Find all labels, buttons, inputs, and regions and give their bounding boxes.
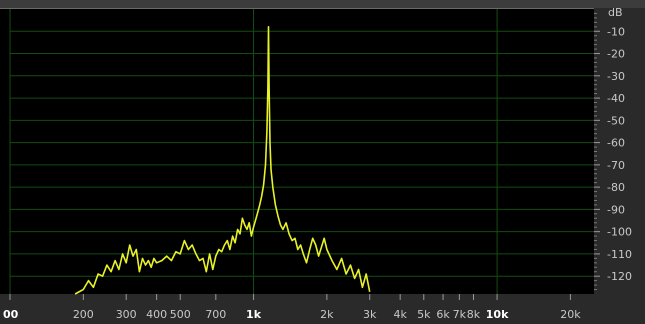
frequency-tick-label: 5k xyxy=(417,308,431,321)
db-tick-label: -10 xyxy=(607,25,625,38)
top-divider xyxy=(0,8,645,9)
db-axis: dB -10 -20 -30 -40 -50 -60 -70 -80 -90 -100 -110 -1… xyxy=(594,6,632,291)
frequency-tick-label: 500 xyxy=(170,308,191,321)
db-tick-label: -70 xyxy=(607,159,625,172)
db-tick-label: -100 xyxy=(607,226,632,239)
frequency-tick-label: 7k xyxy=(453,308,467,321)
db-tick-label: -120 xyxy=(607,270,632,283)
db-tick-label: -60 xyxy=(607,137,625,150)
spectrum-trace xyxy=(74,26,371,295)
db-tick-label: -40 xyxy=(607,92,625,105)
db-scale-panel xyxy=(594,8,645,296)
frequency-tick-label: 200 xyxy=(73,308,94,321)
frequency-tick-label: 00 xyxy=(3,308,19,321)
frequency-tick-label: 20k xyxy=(560,308,581,321)
frequency-axis: 00 200 300 400 500 700 1k 2k 3k 4k 5k 6k 7k 8k 10k 20k xyxy=(3,294,581,321)
frequency-tick-label: 4k xyxy=(393,308,407,321)
db-tick-label: -30 xyxy=(607,70,625,83)
frequency-tick-label: 400 xyxy=(146,308,167,321)
frequency-tick-label: 3k xyxy=(363,308,377,321)
frequency-scale-panel xyxy=(0,294,645,324)
frequency-tick-label: 6k xyxy=(436,308,450,321)
db-tick-label: -50 xyxy=(607,114,625,127)
frequency-tick-label: 2k xyxy=(320,308,334,321)
grid-lines xyxy=(9,9,594,294)
frequency-tick-label: 10k xyxy=(486,308,509,321)
frequency-tick-label: 700 xyxy=(205,308,226,321)
db-tick-label: -110 xyxy=(607,248,632,261)
db-tick-label: -20 xyxy=(607,48,625,61)
window-top-bar xyxy=(0,0,645,8)
db-tick-label: -90 xyxy=(607,203,625,216)
frequency-tick-label: 1k xyxy=(246,308,262,321)
db-unit-label: dB xyxy=(608,6,623,19)
db-tick-label: -80 xyxy=(607,181,625,194)
frequency-tick-label: 300 xyxy=(116,308,137,321)
frequency-tick-label: 8k xyxy=(467,308,481,321)
